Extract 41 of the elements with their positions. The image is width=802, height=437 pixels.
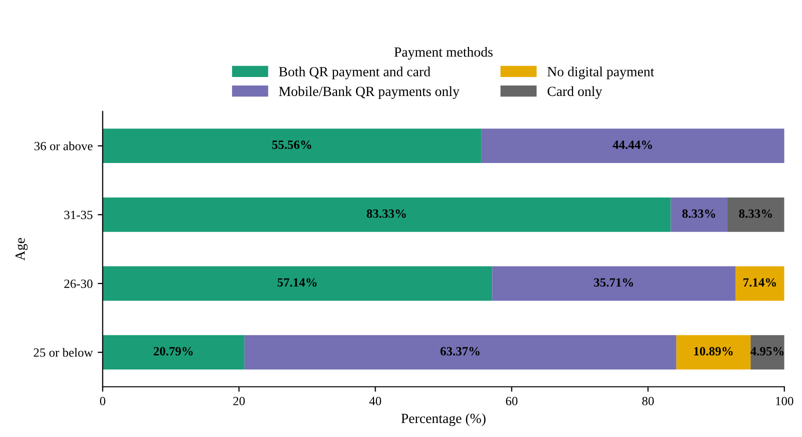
bar <box>736 266 784 301</box>
data-label: 57.14% <box>278 278 317 287</box>
legend-label: Both QR payment and card <box>278 66 430 80</box>
x-tick-label: 20 <box>233 396 245 406</box>
legend-label: Card only <box>548 86 602 99</box>
bar <box>244 335 676 370</box>
x-axis-title: Percentage (%) <box>401 413 486 426</box>
data-label: 7.14% <box>743 278 776 287</box>
legend-label: Mobile/Bank QR payments only <box>278 86 460 99</box>
bar <box>102 266 492 301</box>
data-label: 63.37% <box>440 347 480 356</box>
data-label: 55.56% <box>272 140 312 150</box>
bar <box>481 128 784 164</box>
y-tick-label: 25 or below <box>34 348 93 357</box>
bar <box>492 266 736 301</box>
legend-label: No digital payment <box>547 66 654 80</box>
legend-title: Payment methods <box>394 46 493 60</box>
x-tick-label: 100 <box>776 396 794 406</box>
y-axis-title: Age <box>16 238 28 261</box>
bar <box>102 335 244 370</box>
data-label: 8.33% <box>739 209 772 218</box>
y-tick-label: 31-35 <box>64 210 92 220</box>
y-tick-label: 36 or above <box>34 142 92 150</box>
bar <box>750 335 784 370</box>
data-label: 10.89% <box>694 347 733 356</box>
bar <box>728 197 784 232</box>
x-tick-label: 0 <box>100 396 106 406</box>
data-label: 83.33% <box>366 209 406 218</box>
data-label: 4.95% <box>750 347 784 356</box>
x-tick-label: 40 <box>369 396 382 406</box>
bar <box>102 197 671 232</box>
bar <box>670 197 728 232</box>
x-tick-label: 60 <box>506 396 518 406</box>
data-label: 44.44% <box>612 140 652 150</box>
data-label: 8.33% <box>682 209 716 218</box>
bar <box>102 128 482 164</box>
data-label: 35.71% <box>594 278 634 287</box>
x-tick-label: 80 <box>642 396 654 406</box>
data-label: 20.79% <box>154 347 193 356</box>
y-tick-label: 26-30 <box>64 280 92 288</box>
bar <box>676 335 751 370</box>
